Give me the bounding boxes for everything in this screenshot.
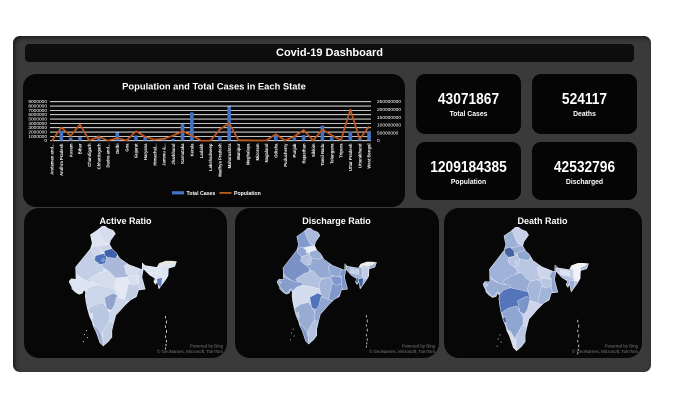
svg-text:6000000: 6000000 (28, 112, 47, 118)
svg-text:Goa: Goa (124, 143, 129, 152)
svg-text:200000000: 200000000 (377, 107, 401, 113)
svg-text:Tamil Nadu: Tamil Nadu (320, 143, 325, 166)
svg-text:Total Cases: Total Cases (187, 191, 216, 197)
svg-text:Chandigarh: Chandigarh (87, 143, 92, 167)
svg-text:Uttarakhand: Uttarakhand (357, 143, 362, 168)
svg-text:3000000: 3000000 (28, 125, 47, 131)
svg-text:Manipur: Manipur (236, 143, 241, 160)
svg-text:Uttar Pradesh: Uttar Pradesh (348, 143, 353, 171)
svg-text:Punjab: Punjab (292, 143, 297, 157)
svg-text:Bihar: Bihar (78, 143, 83, 154)
svg-text:Meghalaya: Meghalaya (245, 143, 250, 165)
svg-text:8000000: 8000000 (28, 104, 47, 110)
svg-text:Nagaland: Nagaland (264, 143, 269, 162)
svg-text:7000000: 7000000 (28, 108, 47, 114)
svg-text:Odisha: Odisha (273, 143, 278, 158)
svg-text:50000000: 50000000 (377, 130, 399, 136)
svg-text:Karnataka: Karnataka (180, 143, 185, 164)
svg-text:5000000: 5000000 (28, 117, 47, 123)
svg-text:2000000: 2000000 (28, 130, 47, 136)
svg-text:Population: Population (234, 191, 261, 197)
svg-text:4000000: 4000000 (28, 121, 47, 127)
svg-text:Sikkim: Sikkim (311, 143, 316, 157)
svg-text:Andhra Pradesh: Andhra Pradesh (59, 143, 64, 176)
svg-text:Puducherry: Puducherry (283, 143, 288, 167)
svg-text:Maharashtra: Maharashtra (227, 143, 232, 169)
svg-text:Haryana: Haryana (143, 143, 148, 160)
svg-text:250000000: 250000000 (377, 99, 401, 105)
svg-text:Andaman and...: Andaman and... (50, 144, 55, 175)
svg-text:100000000: 100000000 (377, 123, 401, 129)
svg-text:Dadra and...: Dadra and... (106, 144, 111, 168)
svg-text:Tripura: Tripura (339, 143, 344, 158)
svg-text:150000000: 150000000 (377, 115, 401, 121)
svg-text:Rajasthan: Rajasthan (301, 143, 306, 163)
svg-text:West Bengal: West Bengal (367, 144, 372, 169)
svg-text:Jharkhand: Jharkhand (171, 143, 176, 165)
svg-text:Himachal...: Himachal... (152, 144, 157, 166)
svg-text:Gujarat: Gujarat (134, 143, 139, 158)
svg-text:Kerala: Kerala (190, 143, 195, 156)
svg-text:9000000: 9000000 (28, 99, 47, 105)
svg-text:Ladakh: Ladakh (199, 143, 204, 158)
svg-text:Delhi: Delhi (115, 144, 120, 154)
svg-text:Chhattisgarh: Chhattisgarh (96, 143, 101, 169)
svg-text:1000000: 1000000 (28, 134, 47, 140)
svg-text:Assam: Assam (68, 143, 73, 157)
svg-text:0: 0 (44, 138, 47, 144)
svg-text:0: 0 (377, 138, 380, 144)
svg-text:Mizoram: Mizoram (255, 143, 260, 160)
svg-text:Telangana: Telangana (329, 143, 334, 164)
svg-text:Madhya Pradesh: Madhya Pradesh (218, 143, 223, 177)
svg-text:Jammu &...: Jammu &... (162, 144, 167, 166)
svg-text:Lakshadweep: Lakshadweep (208, 143, 213, 171)
svg-text:Population and Total Cases in: Population and Total Cases in Each State (122, 81, 306, 92)
